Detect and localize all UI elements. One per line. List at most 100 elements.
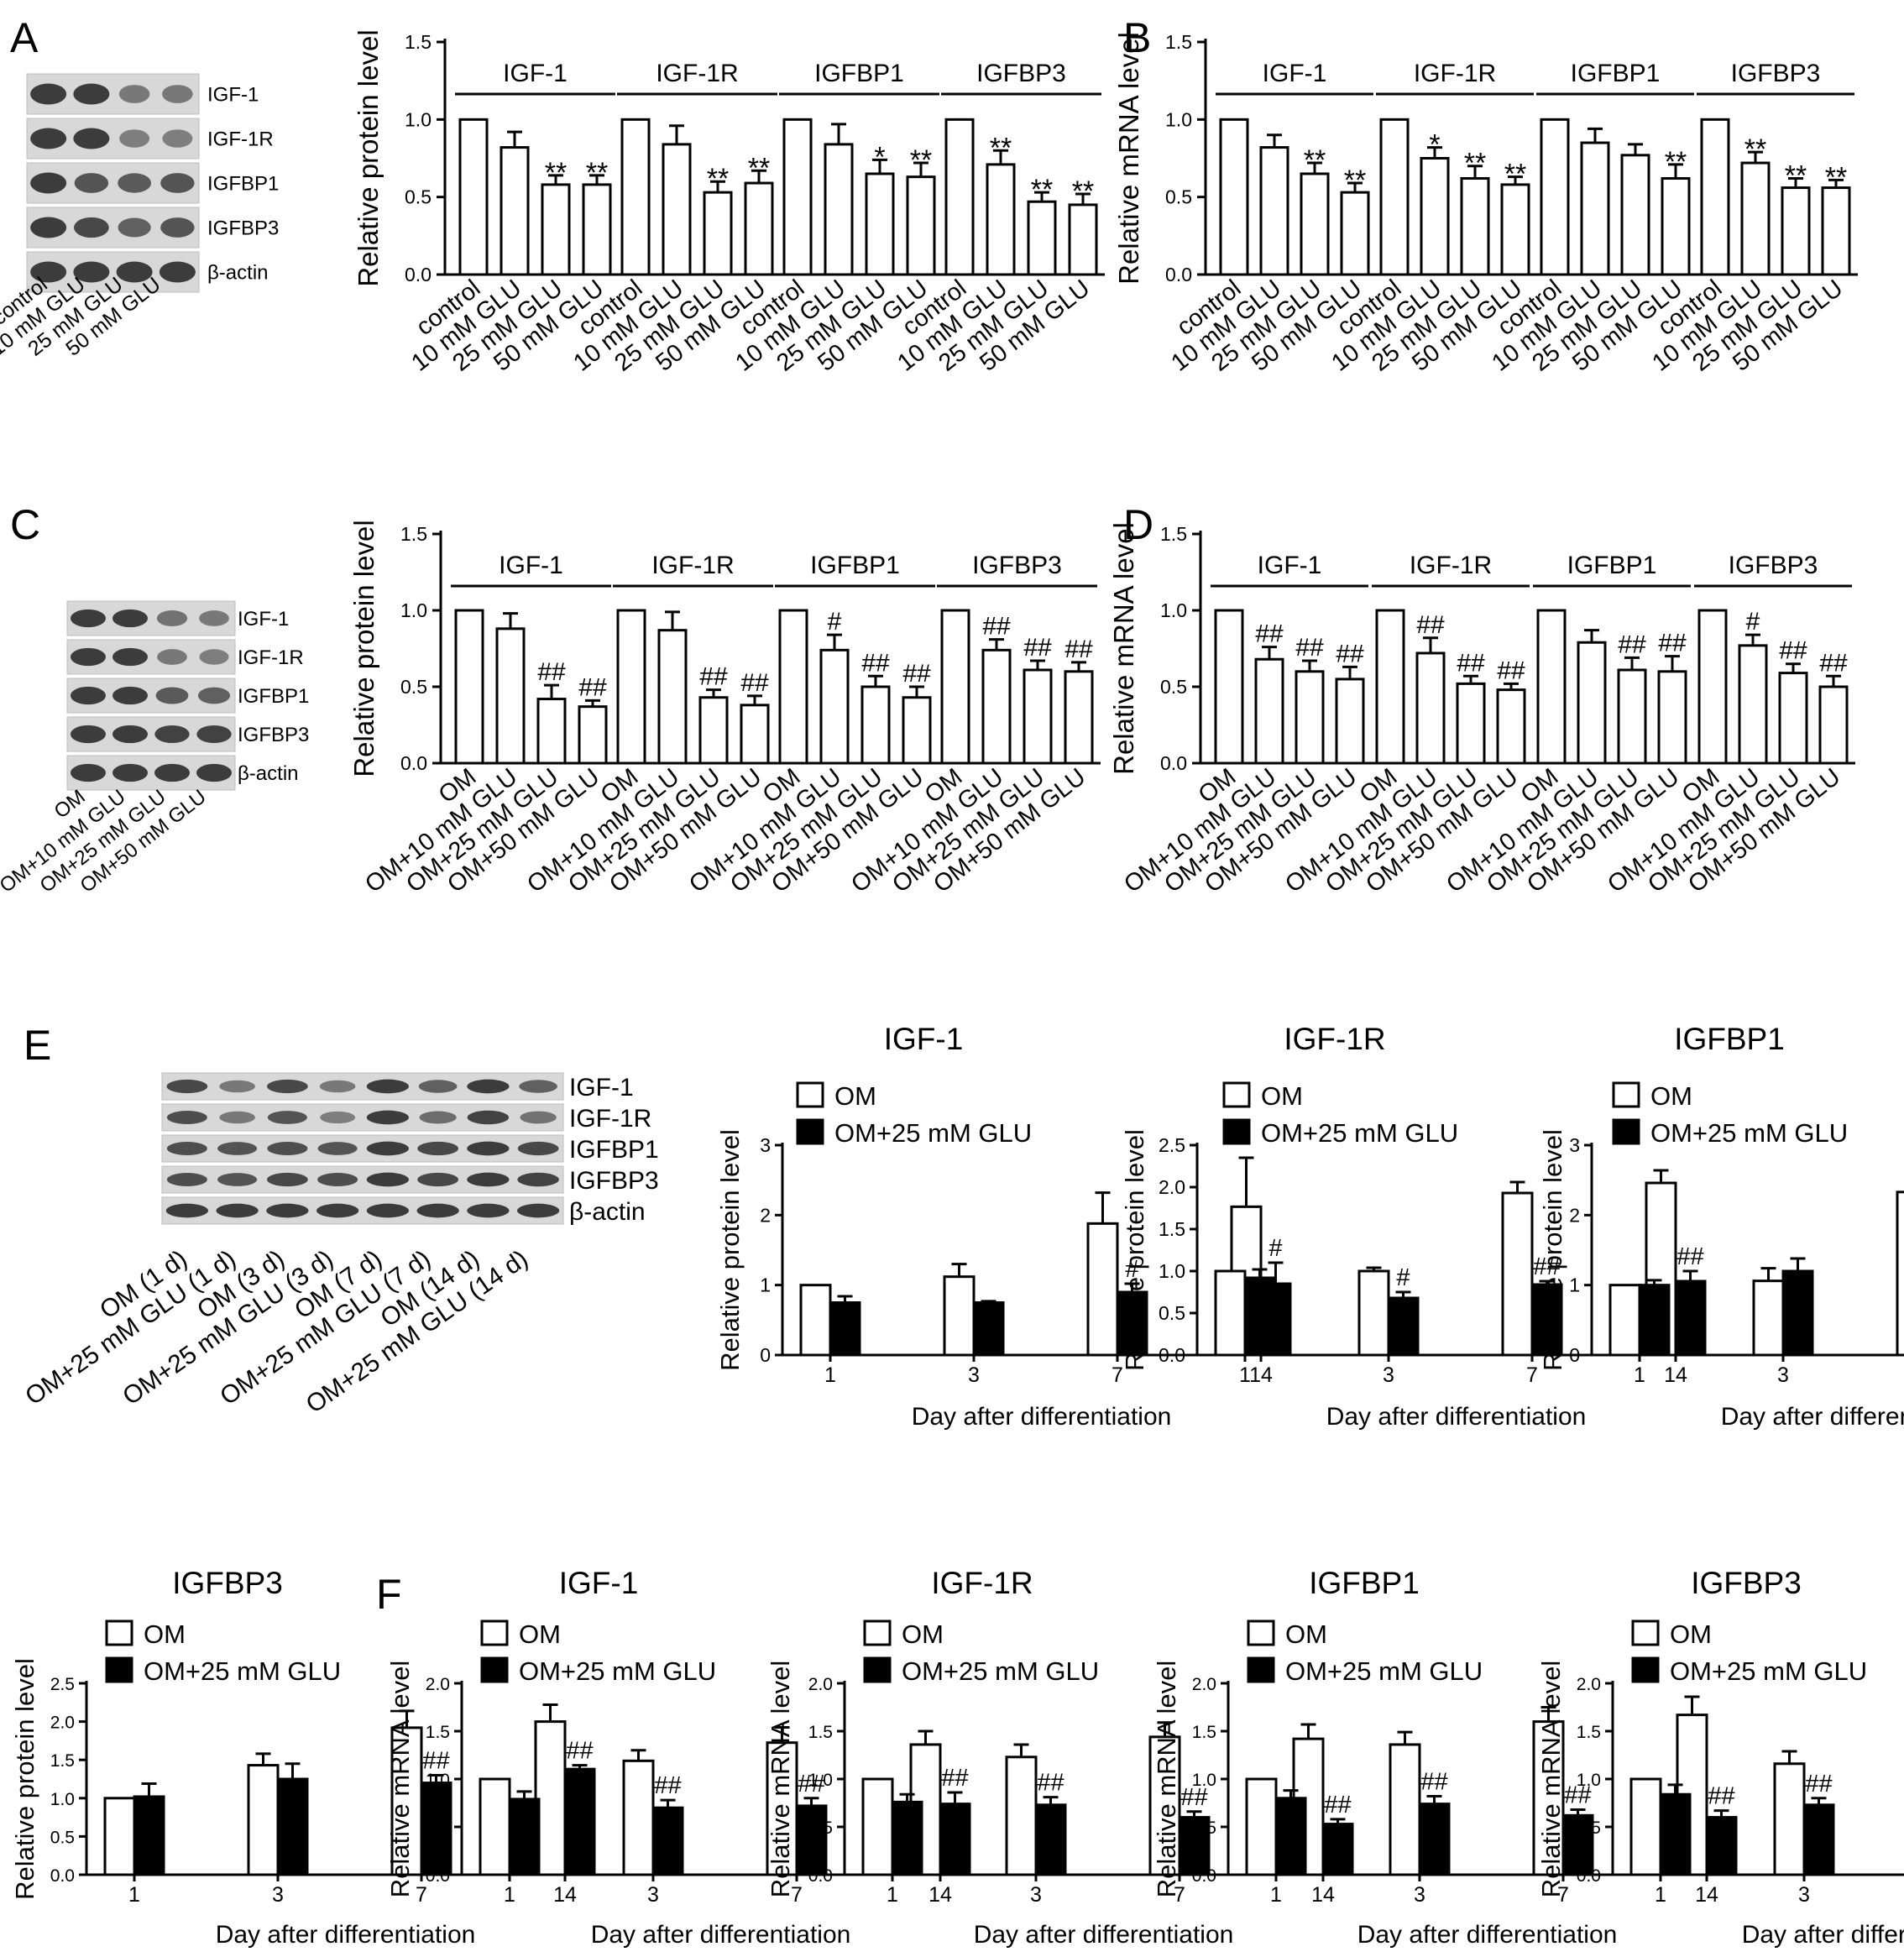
bar [247,1764,280,1876]
bar [1501,1191,1534,1357]
chart-title: IGFBP1 [1309,1566,1420,1600]
bar [1530,1283,1563,1357]
significance-mark: ## [861,649,890,677]
significance-mark: ## [982,613,1011,641]
blot-band [199,610,229,626]
legend-label: OM [1261,1081,1303,1111]
blot-band [419,1111,457,1124]
significance-mark: ** [1344,165,1366,196]
significance-mark: ## [1180,1784,1207,1811]
blot-band [217,1173,258,1186]
bar [1254,657,1284,765]
y-tick-label: 1.0 [405,108,432,130]
bar [1300,172,1330,276]
y-tick-label: 0.5 [400,676,427,698]
blot-band [71,686,106,705]
legend-label: OM+25 mM GLU [144,1656,341,1686]
bar [1321,1823,1354,1876]
y-tick-label: 2.0 [426,1675,450,1694]
y-tick-label: 1.0 [1159,1260,1185,1282]
bar [861,1777,894,1876]
x-tick-label: 3 [1383,1363,1394,1387]
panel-letter-c: C [10,501,40,548]
bar [1608,1284,1641,1357]
y-tick-label: 1.5 [1165,31,1192,53]
chart-title: IGF-1R [1284,1022,1385,1056]
blot-band [112,763,148,782]
significance-mark: ## [1805,1771,1832,1797]
significance-mark: ## [1324,1792,1351,1818]
panel-letter-b: B [1123,14,1151,61]
panel-letter-a: A [10,14,39,61]
y-tick-label: 0.0 [1192,1866,1216,1886]
y-tick-label: 3 [1569,1134,1580,1156]
bar [500,146,530,276]
blot-band [30,83,67,105]
blot-band [71,725,106,744]
bar [944,118,975,276]
bar [799,1284,832,1357]
y-tick-label: 1.5 [1192,1723,1216,1742]
significance-mark: ## [798,1771,824,1797]
significance-mark: ** [1785,160,1807,192]
bar [1379,118,1410,276]
blot-row-label: IGFBP1 [207,173,279,196]
x-tick-label: 7 [1557,1883,1569,1907]
blot-band [199,649,229,665]
legend-label: OM+25 mM GLU [902,1656,1099,1686]
blot-band [320,1111,356,1124]
group-label: IGF-1R [651,552,734,579]
y-tick-label: 2.0 [1577,1675,1601,1694]
significance-mark: ## [1295,634,1324,662]
bar [1335,678,1365,765]
blot-band [71,609,106,628]
bar [902,696,932,765]
significance-mark: ** [1665,146,1687,178]
blot-band [418,1080,458,1093]
legend: OM OM+25 mM GLU [1612,1081,1848,1148]
x-tick-label: 14 [1664,1363,1687,1387]
significance-mark: ## [654,1772,681,1799]
y-tick-label: 0 [760,1344,771,1366]
significance-mark: ** [586,157,608,189]
significance-mark: ## [1023,634,1052,662]
bar [1027,200,1057,276]
x-axis-label: Day after differentiation [912,1403,1172,1431]
x-axis-label: Day after differentiation [1742,1921,1904,1949]
blot-row-label: IGFBP3 [207,217,279,240]
bar [981,648,1012,765]
group-label: IGFBP3 [1729,552,1818,579]
bar [1532,1720,1565,1876]
bar [1259,146,1289,276]
x-axis-label: Day after differentiation [1721,1403,1904,1431]
bar [824,143,854,276]
blot-band [112,725,148,744]
bar [1178,1816,1211,1876]
blot-band [317,1172,358,1187]
blot-row-label: IGF-1R [569,1105,651,1133]
group-label: IGFBP1 [1567,552,1657,579]
y-tick-label: 0 [1569,1344,1580,1366]
blot-band [467,1110,510,1125]
bar [479,1777,511,1876]
x-axis-label: Day after differentiation [1326,1403,1587,1431]
y-tick-label: 0.0 [426,1866,450,1886]
x-tick-label: 1 [1239,1363,1251,1387]
y-tick-label: 1.0 [1577,1771,1601,1790]
y-tick-label: 0.5 [1160,676,1187,698]
blot-band [159,261,196,283]
legend-label: OM+25 mM GLU [1670,1656,1867,1686]
bar [940,609,970,765]
panel-letter-e: E [24,1022,51,1069]
blot-band [165,1203,208,1218]
legend-swatch [1222,1118,1251,1145]
bar [1420,157,1450,276]
bar [495,627,526,765]
significance-mark: * [1429,129,1440,161]
blot-band [219,1080,255,1093]
blot-band [73,261,110,283]
significance-mark: ## [1676,1243,1703,1270]
significance-mark: ** [1744,133,1766,165]
significance-mark: ## [1255,620,1284,648]
